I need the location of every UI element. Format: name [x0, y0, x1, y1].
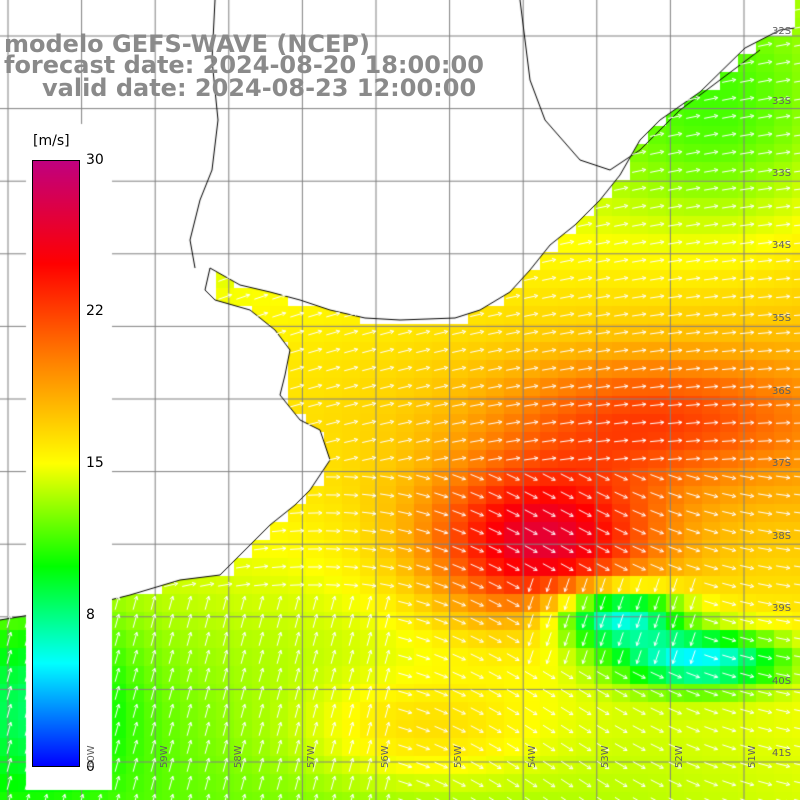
- forecast-date: forecast date: 2024-08-20 18:00:00: [4, 51, 484, 79]
- colorbar-tick-22: 22: [86, 303, 104, 319]
- lat-label-41s: 41S: [772, 748, 792, 759]
- lat-label-33s-2: 33S: [772, 168, 792, 179]
- lon-label-60w: 60W: [86, 745, 97, 768]
- lat-label-36s: 36S: [772, 386, 792, 397]
- lon-label-51w: 51W: [747, 745, 758, 768]
- colorbar-tick-8: 8: [86, 607, 95, 623]
- lat-label-34s: 34S: [772, 240, 792, 251]
- lat-label-32s: 32S: [772, 26, 792, 37]
- valid-date: valid date: 2024-08-23 12:00:00: [42, 74, 477, 102]
- lon-label-53w: 53W: [600, 745, 611, 768]
- lon-label-54w: 54W: [527, 745, 538, 768]
- colorbar: [32, 160, 80, 767]
- lat-label-33s: 33S: [772, 96, 792, 107]
- lon-label-58w: 58W: [233, 745, 244, 768]
- lat-label-38s: 38S: [772, 531, 792, 542]
- colorbar-tick-0: 0: [86, 759, 95, 775]
- lon-label-55w: 55W: [453, 745, 464, 768]
- lon-label-57w: 57W: [306, 745, 317, 768]
- colorbar-tick-15: 15: [86, 455, 104, 471]
- lon-label-56w: 56W: [380, 745, 391, 768]
- lat-label-37s: 37S: [772, 458, 792, 469]
- model-title: modelo GEFS-WAVE (NCEP): [4, 30, 370, 58]
- colorbar-tick-30: 30: [86, 152, 104, 168]
- colorbar-unit: [m/s]: [33, 133, 70, 149]
- lon-label-59w: 59W: [159, 745, 170, 768]
- lat-label-39s: 39S: [772, 603, 792, 614]
- lat-label-40s: 40S: [772, 676, 792, 687]
- lat-label-35s: 35S: [772, 313, 792, 324]
- lon-label-52w: 52W: [674, 745, 685, 768]
